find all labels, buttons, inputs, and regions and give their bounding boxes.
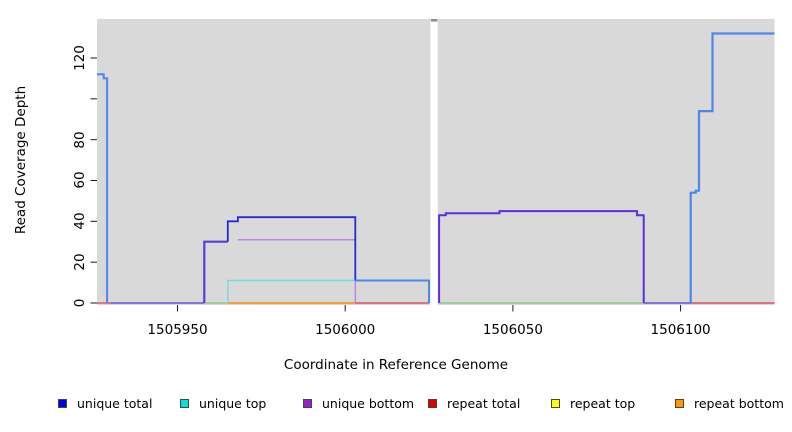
series-line-unique-block-violet bbox=[438, 210, 645, 303]
series-line-unique-top-cyan bbox=[227, 279, 356, 303]
y-tick-label: 80 bbox=[72, 131, 88, 149]
x-tick-label: 1506050 bbox=[482, 322, 543, 338]
x-tick-label: 1506000 bbox=[315, 322, 376, 338]
series-line-unique-total-dark bbox=[226, 216, 357, 281]
series-line-unique-total-mid bbox=[355, 279, 430, 303]
legend-item: unique top bbox=[180, 396, 266, 411]
legend-item: repeat bottom bbox=[675, 396, 784, 411]
y-tick-label: 20 bbox=[72, 253, 88, 271]
coverage-gap-top-dash bbox=[430, 19, 438, 22]
legend-swatch-icon bbox=[428, 399, 437, 408]
legend-label: repeat total bbox=[447, 396, 521, 411]
y-axis-title: Read Coverage Depth bbox=[13, 85, 29, 235]
legend-label: unique bottom bbox=[322, 396, 415, 411]
legend-item: unique total bbox=[58, 396, 152, 411]
legend-label: unique top bbox=[199, 396, 267, 411]
legend-label: repeat bottom bbox=[694, 396, 784, 411]
series-line-unique-step-violet bbox=[203, 240, 228, 303]
legend-item: repeat top bbox=[551, 396, 635, 411]
x-tick-label: 1506100 bbox=[650, 322, 711, 338]
legend-swatch-icon bbox=[551, 399, 560, 408]
x-axis-title: Coordinate in Reference Genome bbox=[283, 357, 509, 373]
series-line-unique-total-right bbox=[689, 32, 775, 303]
y-tick-label: 60 bbox=[72, 171, 88, 190]
legend-item: repeat total bbox=[428, 396, 520, 411]
legend-label: unique total bbox=[77, 396, 153, 411]
x-tick-label: 1505950 bbox=[147, 322, 208, 338]
legend-item: unique bottom bbox=[303, 396, 414, 411]
y-tick-label: 0 bbox=[72, 298, 88, 308]
y-tick-label: 40 bbox=[72, 212, 88, 230]
legend-swatch-icon bbox=[675, 399, 684, 408]
legend-swatch-icon bbox=[303, 399, 312, 408]
y-tick-label: 120 bbox=[72, 45, 88, 71]
coverage-gap bbox=[430, 19, 438, 305]
legend-label: repeat top bbox=[570, 396, 636, 411]
legend-swatch-icon bbox=[180, 399, 189, 408]
legend-swatch-icon bbox=[58, 399, 67, 408]
series-line-unique-total-left-edge bbox=[97, 73, 109, 303]
